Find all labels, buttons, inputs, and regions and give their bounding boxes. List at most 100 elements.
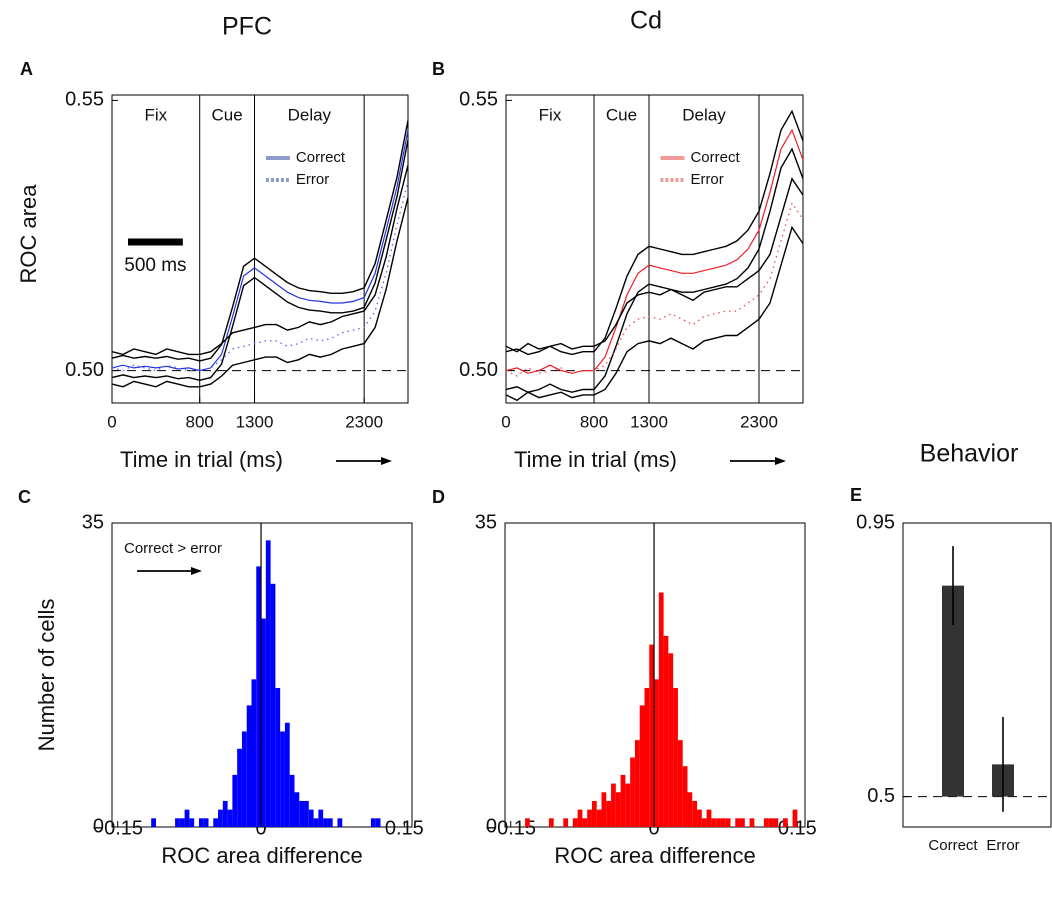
confidence-band	[505, 225, 804, 402]
histogram-bar	[740, 818, 745, 827]
y-tick-label: 35	[475, 511, 497, 533]
histogram-bar	[222, 800, 228, 827]
confidence-band	[505, 147, 804, 393]
histogram-bar	[237, 748, 242, 827]
annotation: Correct > error	[124, 540, 222, 557]
histogram-bar	[232, 774, 238, 827]
x-tick-label: 2300	[740, 412, 778, 431]
histogram-bar	[304, 800, 309, 827]
arrow-head	[191, 567, 202, 575]
histogram-bar	[299, 800, 305, 827]
y-tick-label: 0.5	[867, 785, 895, 807]
y-tick-label: 0.95	[856, 511, 895, 533]
x-tick-label: Correct	[928, 837, 978, 854]
histogram-bar	[265, 540, 271, 827]
confidence-band	[111, 165, 409, 356]
histogram-bar	[375, 818, 381, 827]
histogram-bar	[582, 818, 588, 827]
epoch-label: Delay	[288, 105, 332, 124]
histogram-bar	[663, 635, 669, 827]
histogram-bar	[634, 740, 640, 827]
x-tick-label: Error	[986, 837, 1019, 854]
histogram-bar	[601, 792, 607, 827]
panel-title: Behavior	[920, 440, 1019, 468]
histogram-bar	[587, 809, 592, 827]
histogram-bar	[768, 818, 774, 827]
histogram-bar	[270, 583, 276, 827]
plot-frame	[111, 94, 409, 404]
x-tick-label: −0.15	[485, 817, 536, 839]
histogram-bar	[179, 818, 185, 827]
x-axis-label: ROC area difference	[554, 843, 755, 868]
histogram-bar	[773, 818, 779, 827]
series-line	[505, 128, 804, 374]
y-tick-label: 0.50	[65, 359, 104, 381]
histogram-bar	[687, 792, 693, 827]
histogram-bar	[658, 592, 664, 827]
histogram-bar	[783, 818, 788, 827]
confidence-band	[111, 120, 409, 362]
histogram-bar	[370, 818, 376, 827]
histogram-bar	[644, 688, 650, 827]
histogram-bar	[725, 818, 731, 827]
epoch-label: Cue	[606, 105, 637, 124]
epoch-label: Delay	[682, 105, 726, 124]
histogram-bar	[577, 809, 583, 827]
histogram-bar	[246, 705, 252, 827]
x-axis-label: Time in trial (ms)	[514, 447, 677, 472]
y-axis-label: Number of cells	[34, 599, 59, 752]
histogram-bar	[591, 800, 597, 827]
histogram-bar	[548, 818, 554, 827]
histogram-bar	[649, 644, 655, 827]
histogram-bar	[692, 800, 698, 827]
histogram-bar	[218, 809, 223, 827]
histogram-bar	[251, 679, 257, 827]
panel-letter: E	[850, 485, 862, 505]
x-tick-label: 0.15	[385, 817, 424, 839]
x-tick-label: 0	[648, 817, 659, 839]
histogram-bar	[735, 818, 741, 827]
panel-title: PFC	[222, 13, 272, 41]
arrow-head	[381, 457, 392, 465]
histogram-bar	[184, 809, 190, 827]
histogram-bar	[668, 653, 674, 827]
panel-letter: C	[18, 487, 31, 507]
legend-label: Error	[690, 171, 723, 188]
x-tick-label: 800	[186, 412, 214, 431]
x-axis-label: Time in trial (ms)	[120, 447, 283, 472]
histogram-bar	[697, 809, 702, 827]
histogram-bar	[284, 722, 290, 827]
legend-label: Correct	[690, 149, 740, 166]
panel-letter: D	[432, 487, 445, 507]
y-tick-label: 35	[82, 511, 104, 533]
histogram-bar	[654, 679, 659, 827]
histogram-bar	[525, 818, 530, 827]
histogram-bar	[227, 809, 233, 827]
confidence-band	[505, 177, 804, 353]
histogram-bar	[630, 757, 635, 827]
y-tick-label: 0.50	[459, 359, 498, 381]
legend-label: Correct	[296, 149, 346, 166]
histogram-bar	[711, 818, 717, 827]
epoch-label: Fix	[145, 105, 168, 124]
histogram-bar	[289, 774, 295, 827]
histogram-bar	[308, 809, 314, 827]
histogram-bar	[256, 566, 262, 827]
histogram-bar	[682, 766, 688, 827]
histogram-bar	[313, 818, 319, 827]
confidence-band	[111, 197, 409, 388]
confidence-band	[111, 139, 409, 382]
histogram-bar	[294, 792, 300, 827]
histogram-bar	[175, 818, 180, 827]
histogram-bar	[318, 809, 324, 827]
histogram-bar	[620, 774, 626, 827]
histogram-bar	[337, 818, 343, 827]
y-tick-label: 0.55	[459, 89, 498, 111]
histogram-bar	[323, 818, 328, 827]
x-tick-label: 0	[255, 817, 266, 839]
plot-frame	[505, 94, 804, 404]
x-tick-label: 0	[501, 412, 510, 431]
histogram-bar	[327, 818, 333, 827]
series-line	[111, 181, 409, 372]
